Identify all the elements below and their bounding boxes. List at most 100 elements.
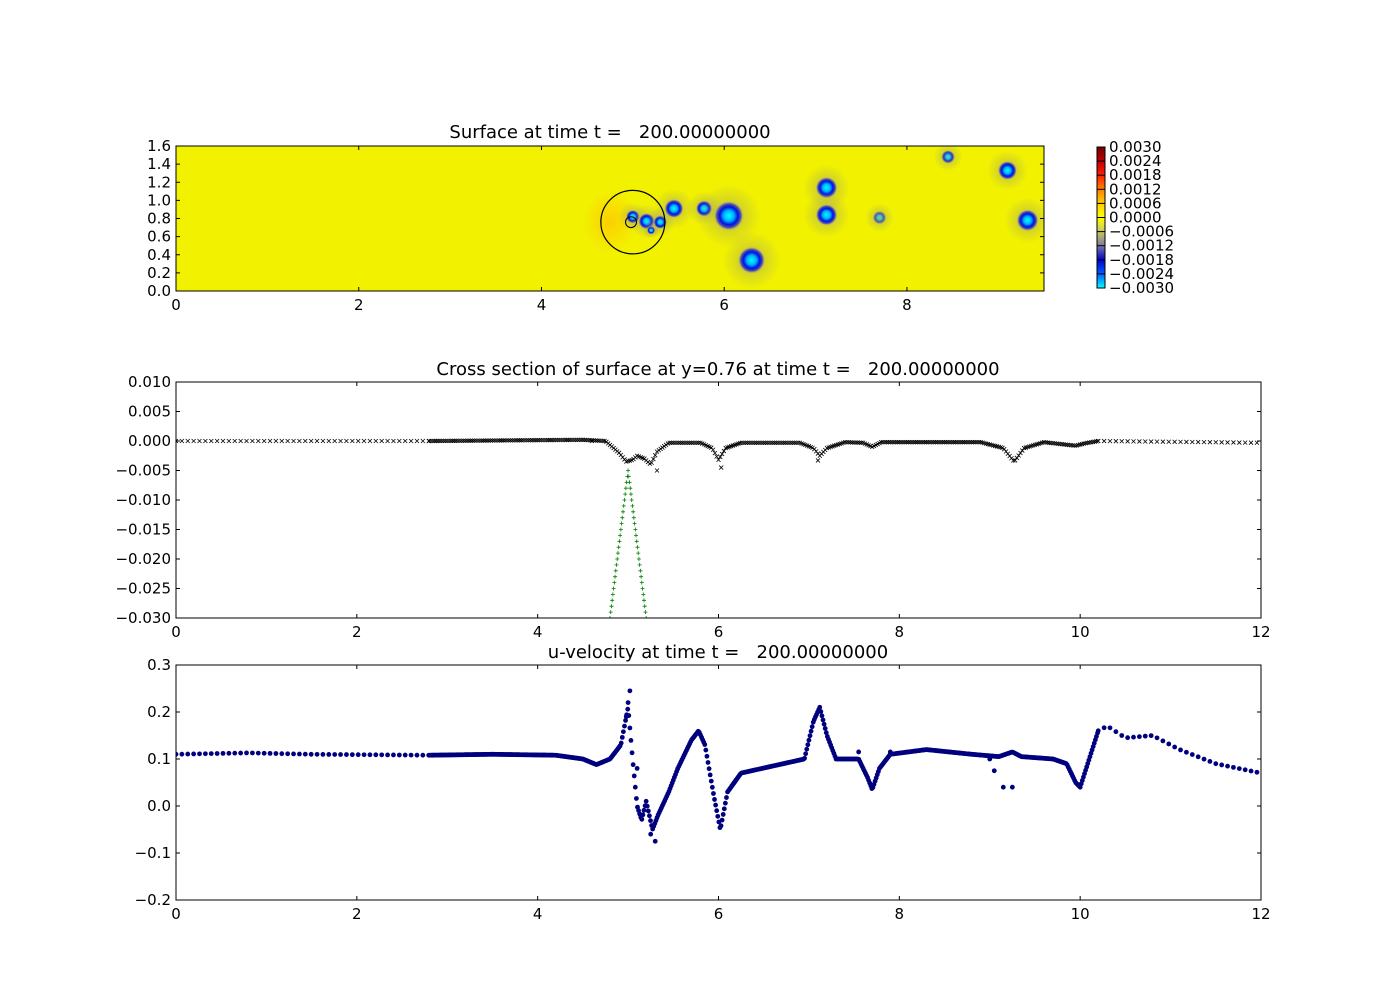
data-point xyxy=(1225,763,1230,769)
data-point xyxy=(713,802,719,808)
data-point xyxy=(553,437,559,443)
y-tick-label: 0.0 xyxy=(147,797,171,815)
data-point xyxy=(754,440,759,446)
data-point xyxy=(179,438,185,444)
data-point xyxy=(629,750,635,756)
data-point xyxy=(911,439,917,445)
data-point xyxy=(752,440,757,446)
data-point xyxy=(608,610,613,615)
colorbar: 0.00300.00240.00180.00120.00060.0000−0.0… xyxy=(1096,138,1174,297)
data-point xyxy=(326,752,332,757)
x-tick-label: 2 xyxy=(354,296,364,314)
data-point xyxy=(651,456,656,462)
data-point xyxy=(806,737,812,743)
colorbar-tick-label: −0.0024 xyxy=(1109,265,1174,283)
data-point xyxy=(439,438,445,444)
data-point xyxy=(610,592,615,597)
data-point xyxy=(338,752,343,757)
data-point xyxy=(976,439,982,445)
data-point xyxy=(628,737,634,743)
data-point xyxy=(893,439,898,445)
data-point xyxy=(546,437,551,443)
data-point xyxy=(1207,759,1213,764)
data-point xyxy=(297,751,302,757)
data-point xyxy=(639,816,645,822)
data-point xyxy=(615,557,620,561)
data-point xyxy=(1010,458,1016,463)
data-point xyxy=(924,439,929,445)
data-point xyxy=(1068,442,1074,448)
data-point xyxy=(582,437,587,443)
data-point xyxy=(1107,725,1113,731)
data-point xyxy=(344,438,349,444)
x-tick-label: 8 xyxy=(902,296,912,314)
data-point xyxy=(645,808,651,814)
data-point xyxy=(391,438,396,444)
data-point xyxy=(681,440,687,446)
data-point xyxy=(226,438,232,444)
colorbar-tick-label: 0.0006 xyxy=(1109,194,1162,212)
data-point xyxy=(326,438,332,444)
data-point xyxy=(718,823,724,829)
colorbar-tick-label: 0.0012 xyxy=(1109,180,1162,198)
data-point xyxy=(414,752,420,758)
data-point xyxy=(367,752,373,758)
data-point xyxy=(945,439,951,445)
data-point xyxy=(846,440,851,445)
data-point xyxy=(1000,784,1006,790)
data-point xyxy=(805,742,811,748)
x-tick-label: 0 xyxy=(171,296,181,314)
data-point xyxy=(626,474,631,479)
data-point xyxy=(676,440,681,446)
data-point xyxy=(179,751,185,757)
data-point xyxy=(956,439,962,445)
x-tick-label: 2 xyxy=(352,905,362,923)
data-point xyxy=(529,437,535,443)
data-point xyxy=(942,439,947,445)
data-point xyxy=(1184,439,1189,445)
data-point xyxy=(902,439,908,445)
data-point xyxy=(960,439,965,445)
data-point xyxy=(273,438,279,444)
y-tick-label: 0.000 xyxy=(128,432,171,450)
data-point xyxy=(540,437,546,443)
data-point xyxy=(636,551,641,556)
data-point xyxy=(1072,443,1078,448)
data-point xyxy=(1131,439,1136,444)
data-point xyxy=(909,439,915,445)
data-point xyxy=(197,438,202,444)
data-point xyxy=(1113,438,1119,444)
data-point xyxy=(539,437,544,443)
data-point xyxy=(508,438,513,443)
data-point xyxy=(569,437,575,443)
data-point xyxy=(642,604,647,609)
data-point xyxy=(479,438,484,443)
data-point xyxy=(464,438,470,443)
data-point xyxy=(888,439,893,445)
data-point xyxy=(232,438,238,444)
data-point xyxy=(1248,440,1254,445)
data-point xyxy=(886,439,891,445)
data-point xyxy=(517,438,522,443)
data-point xyxy=(1107,438,1113,444)
data-point xyxy=(784,440,790,446)
data-point xyxy=(1225,440,1230,445)
data-point xyxy=(922,439,927,445)
data-point xyxy=(457,438,463,444)
data-point xyxy=(1154,439,1160,444)
data-point xyxy=(1020,448,1025,453)
y-tick-label: 0.2 xyxy=(147,264,171,282)
data-point xyxy=(332,752,338,757)
data-point xyxy=(817,704,823,710)
data-point xyxy=(962,439,967,445)
data-point xyxy=(350,438,355,444)
data-point xyxy=(991,768,997,774)
data-point xyxy=(622,498,627,502)
data-point xyxy=(1236,766,1242,771)
data-point xyxy=(468,438,474,443)
data-point xyxy=(450,438,455,444)
data-point xyxy=(191,751,197,757)
y-tick-label: −0.005 xyxy=(115,462,171,480)
data-point xyxy=(669,440,674,446)
data-point xyxy=(1043,440,1049,445)
